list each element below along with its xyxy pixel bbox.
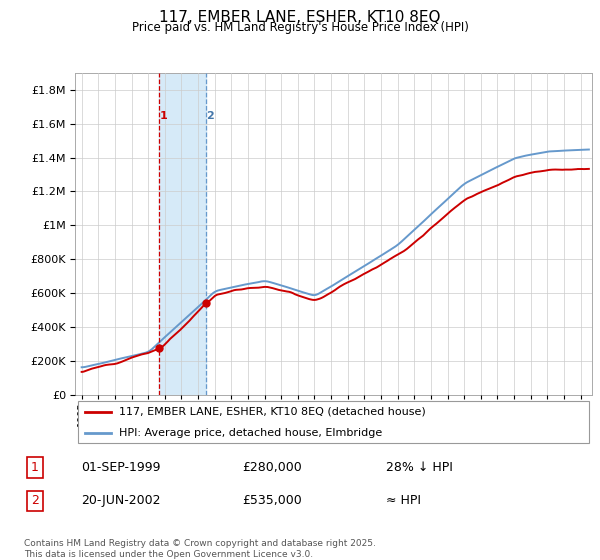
Text: 117, EMBER LANE, ESHER, KT10 8EQ (detached house): 117, EMBER LANE, ESHER, KT10 8EQ (detach… xyxy=(119,407,426,417)
Text: 28% ↓ HPI: 28% ↓ HPI xyxy=(386,461,453,474)
Text: 1: 1 xyxy=(160,111,168,121)
Text: Price paid vs. HM Land Registry's House Price Index (HPI): Price paid vs. HM Land Registry's House … xyxy=(131,21,469,34)
Text: 20-JUN-2002: 20-JUN-2002 xyxy=(81,494,161,507)
Text: ≈ HPI: ≈ HPI xyxy=(386,494,421,507)
Text: £280,000: £280,000 xyxy=(242,461,302,474)
Text: 2: 2 xyxy=(31,494,39,507)
FancyBboxPatch shape xyxy=(77,401,589,444)
Text: HPI: Average price, detached house, Elmbridge: HPI: Average price, detached house, Elmb… xyxy=(119,428,382,438)
Text: 117, EMBER LANE, ESHER, KT10 8EQ: 117, EMBER LANE, ESHER, KT10 8EQ xyxy=(159,10,441,25)
Text: Contains HM Land Registry data © Crown copyright and database right 2025.
This d: Contains HM Land Registry data © Crown c… xyxy=(24,539,376,559)
Text: 2: 2 xyxy=(206,111,214,121)
Text: 1: 1 xyxy=(31,461,39,474)
Text: £535,000: £535,000 xyxy=(242,494,302,507)
Bar xyxy=(159,73,206,395)
Text: 01-SEP-1999: 01-SEP-1999 xyxy=(81,461,161,474)
